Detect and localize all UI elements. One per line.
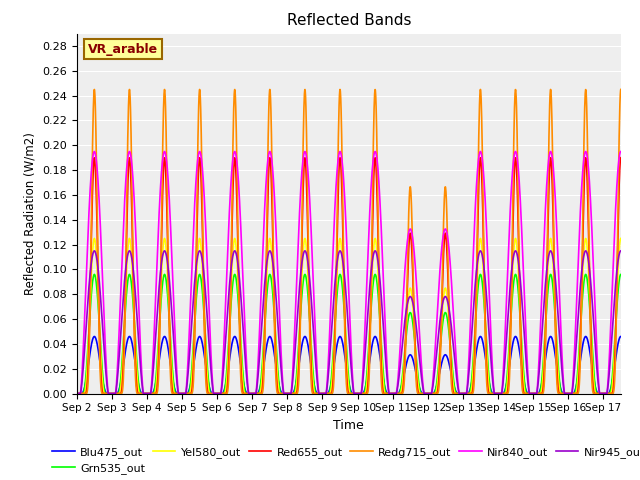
Nir840_out — [167, 236, 175, 242]
Grn535_out — [167, 347, 175, 353]
Line: Red655_out: Red655_out — [77, 158, 621, 394]
Yel580_out — [548, 239, 556, 245]
Redg715_out — [548, 101, 556, 107]
Red655_out — [282, 391, 289, 396]
Grn535_out — [548, 274, 556, 279]
Redg715_out — [606, 391, 614, 396]
Line: Nir840_out: Nir840_out — [77, 152, 621, 394]
Nir840_out — [617, 149, 625, 155]
Yel580_out — [73, 391, 81, 396]
Blu475_out — [617, 334, 625, 339]
X-axis label: Time: Time — [333, 419, 364, 432]
Blu475_out — [282, 391, 289, 396]
Yel580_out — [167, 355, 175, 361]
Red655_out — [135, 391, 143, 396]
Title: Reflected Bands: Reflected Bands — [287, 13, 411, 28]
Grn535_out — [617, 272, 625, 277]
Nir840_out — [606, 337, 614, 343]
Red655_out — [305, 285, 313, 290]
Line: Yel580_out: Yel580_out — [77, 239, 621, 394]
Legend: Blu475_out, Grn535_out, Yel580_out, Red655_out, Redg715_out, Nir840_out, Nir945_: Blu475_out, Grn535_out, Yel580_out, Red6… — [48, 443, 640, 479]
Nir945_out — [617, 248, 625, 254]
Nir945_out — [548, 249, 556, 255]
Grn535_out — [305, 306, 313, 312]
Yel580_out — [617, 236, 625, 241]
Grn535_out — [73, 391, 81, 396]
Nir840_out — [305, 184, 313, 190]
Text: VR_arable: VR_arable — [88, 43, 158, 56]
Redg715_out — [73, 391, 81, 396]
Blu475_out — [73, 391, 81, 396]
Blu475_out — [606, 388, 614, 394]
Nir945_out — [282, 391, 289, 396]
Blu475_out — [135, 383, 143, 389]
Grn535_out — [282, 391, 289, 396]
Redg715_out — [167, 384, 175, 390]
Nir945_out — [606, 359, 614, 365]
Nir945_out — [135, 341, 143, 347]
Line: Blu475_out: Blu475_out — [77, 336, 621, 394]
Nir945_out — [305, 269, 313, 275]
Redg715_out — [135, 391, 143, 396]
Nir945_out — [73, 391, 81, 396]
Nir840_out — [282, 391, 289, 396]
Nir840_out — [73, 391, 81, 396]
Grn535_out — [606, 390, 614, 396]
Blu475_out — [305, 348, 313, 354]
Blu475_out — [167, 366, 175, 372]
Redg715_out — [282, 391, 289, 396]
Red655_out — [548, 163, 556, 169]
Nir840_out — [135, 306, 143, 312]
Yel580_out — [135, 389, 143, 395]
Line: Grn535_out: Grn535_out — [77, 275, 621, 394]
Red655_out — [167, 373, 175, 379]
Line: Nir945_out: Nir945_out — [77, 251, 621, 394]
Red655_out — [606, 391, 614, 396]
Yel580_out — [305, 296, 313, 301]
Nir945_out — [167, 300, 175, 305]
Grn535_out — [135, 383, 143, 389]
Redg715_out — [305, 291, 313, 297]
Red655_out — [73, 391, 81, 396]
Blu475_out — [548, 335, 556, 340]
Yel580_out — [606, 391, 614, 396]
Redg715_out — [617, 86, 625, 92]
Yel580_out — [282, 391, 289, 396]
Nir840_out — [548, 151, 556, 156]
Y-axis label: Reflected Radiation (W/m2): Reflected Radiation (W/m2) — [24, 132, 36, 295]
Red655_out — [617, 155, 625, 161]
Line: Redg715_out: Redg715_out — [77, 89, 621, 394]
